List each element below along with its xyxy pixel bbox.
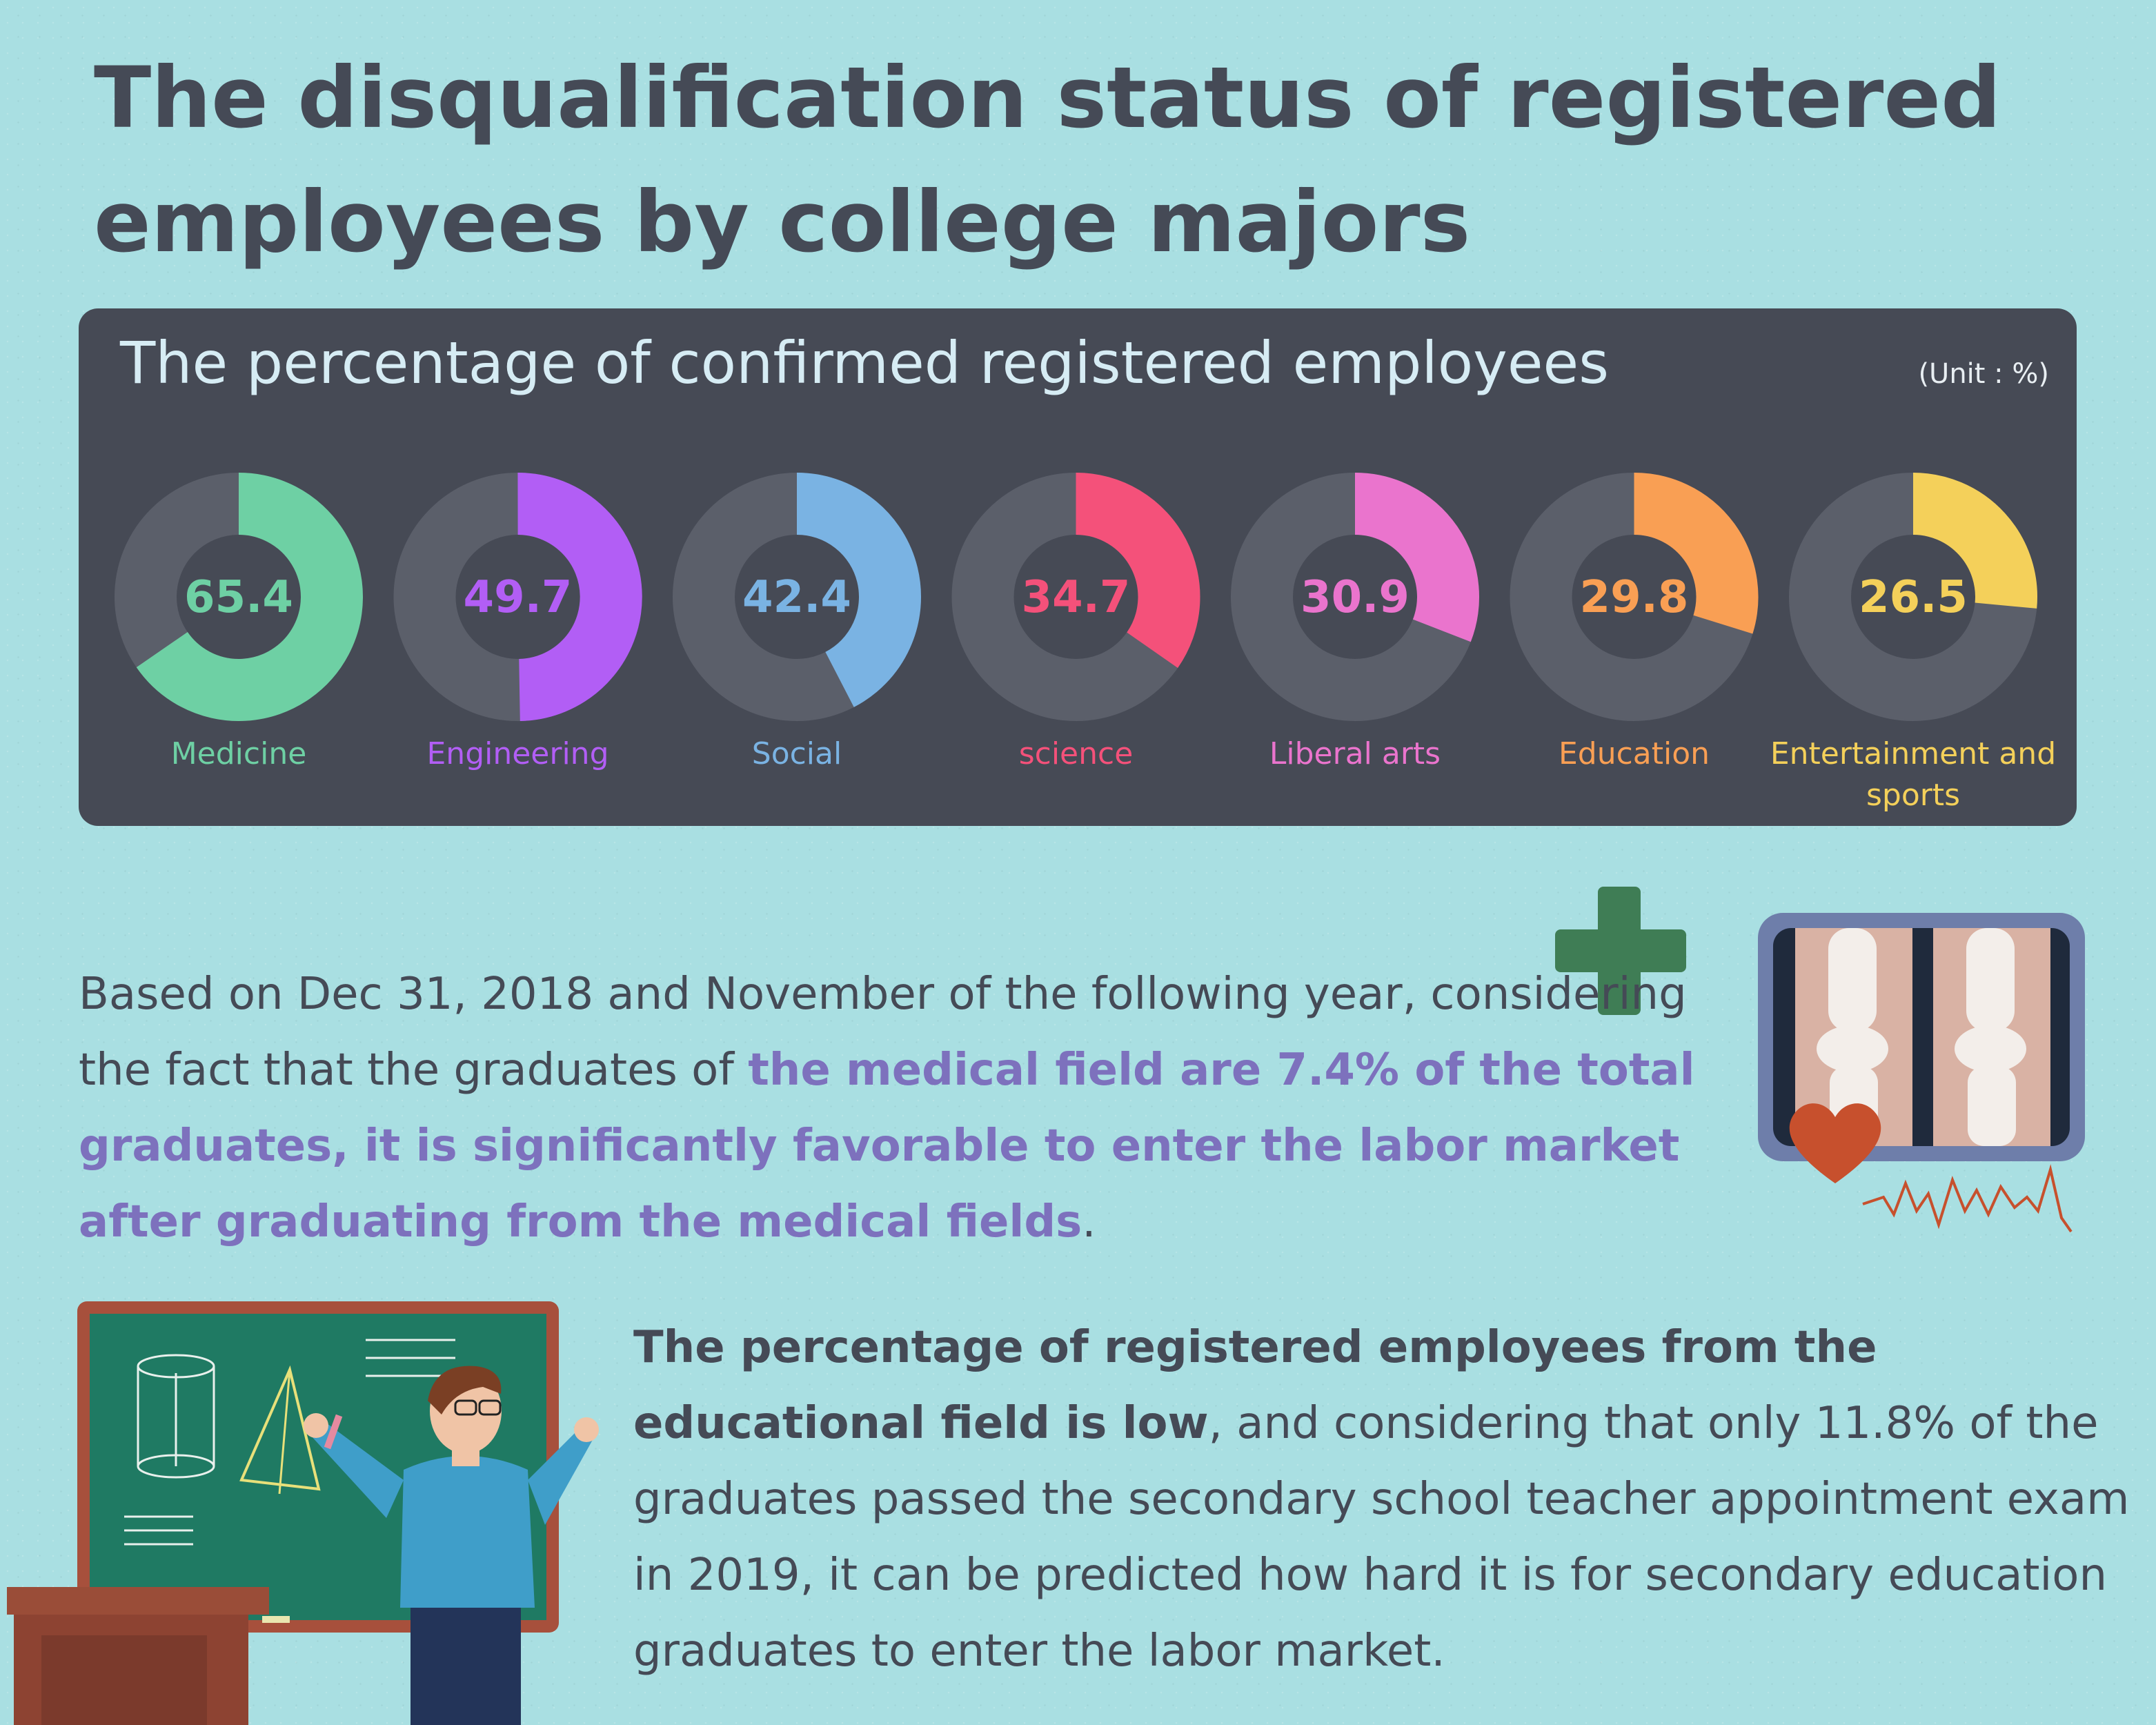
donut-segment-engineering [517, 472, 642, 721]
donut-value-label: 34.7 [1022, 572, 1131, 623]
paragraph-medical-highlight: the medical field are 7.4% of the total … [79, 1045, 1695, 1248]
teacher-chalkboard-illustration [7, 1301, 599, 1725]
donut-segment-entertainment-and-sports [1912, 473, 2037, 609]
donut-category-label: Education [1559, 736, 1710, 771]
donut-segment-liberal-arts [1354, 473, 1479, 642]
chart-unit: (Unit : %) [1918, 358, 2049, 390]
page-title: The disqualification status of registere… [94, 49, 2001, 271]
donut-value-label: 49.7 [464, 572, 573, 623]
donut-category-label: Engineering [427, 736, 609, 771]
donut-category-label: sports [1866, 778, 1960, 813]
donut-category-label: Entertainment and [1770, 736, 2056, 771]
knee-xray-icon [1758, 913, 2085, 1233]
heart-icon [1789, 1103, 1881, 1183]
donut-charts: 65.4 Medicine 49.7 Engineering 42.4 Social 34.… [115, 472, 2056, 813]
paragraph-education: The percentage of registered employees f… [633, 1310, 2144, 1689]
paragraph-medical-end: . [1082, 1196, 1096, 1248]
donut-value-label: 26.5 [1859, 572, 1968, 623]
donut-value-label: 42.4 [742, 572, 851, 623]
donut-value-label: 30.9 [1300, 572, 1410, 623]
donut-segment-education [1633, 473, 1759, 634]
donut-segment-social [795, 473, 921, 707]
donut-category-label: Medicine [171, 736, 307, 771]
medical-cross-icon [1555, 887, 1686, 1015]
donut-category-label: science [1019, 736, 1134, 771]
donut-segment-medicine [136, 473, 363, 721]
donut-value-label: 29.8 [1580, 572, 1689, 623]
paragraph-medical: Based on Dec 31, 2018 and November of th… [79, 956, 1707, 1260]
donut-category-label: Social [752, 736, 842, 771]
donut-value-label: 65.4 [184, 572, 293, 623]
paragraph-medical-text: Based on Dec 31, 2018 and November of th… [79, 969, 1687, 1096]
chart-panel: The percentage of confirmed registered e… [79, 308, 2077, 826]
paragraph-education-bold: The percentage of registered employees f… [633, 1322, 1877, 1449]
chart-title: The percentage of confirmed registered e… [120, 329, 1609, 397]
donut-category-label: Liberal arts [1269, 736, 1441, 771]
donut-segment-science [1075, 473, 1200, 668]
paragraph-education-text: , and considering that only 11.8% of the… [633, 1398, 2130, 1677]
